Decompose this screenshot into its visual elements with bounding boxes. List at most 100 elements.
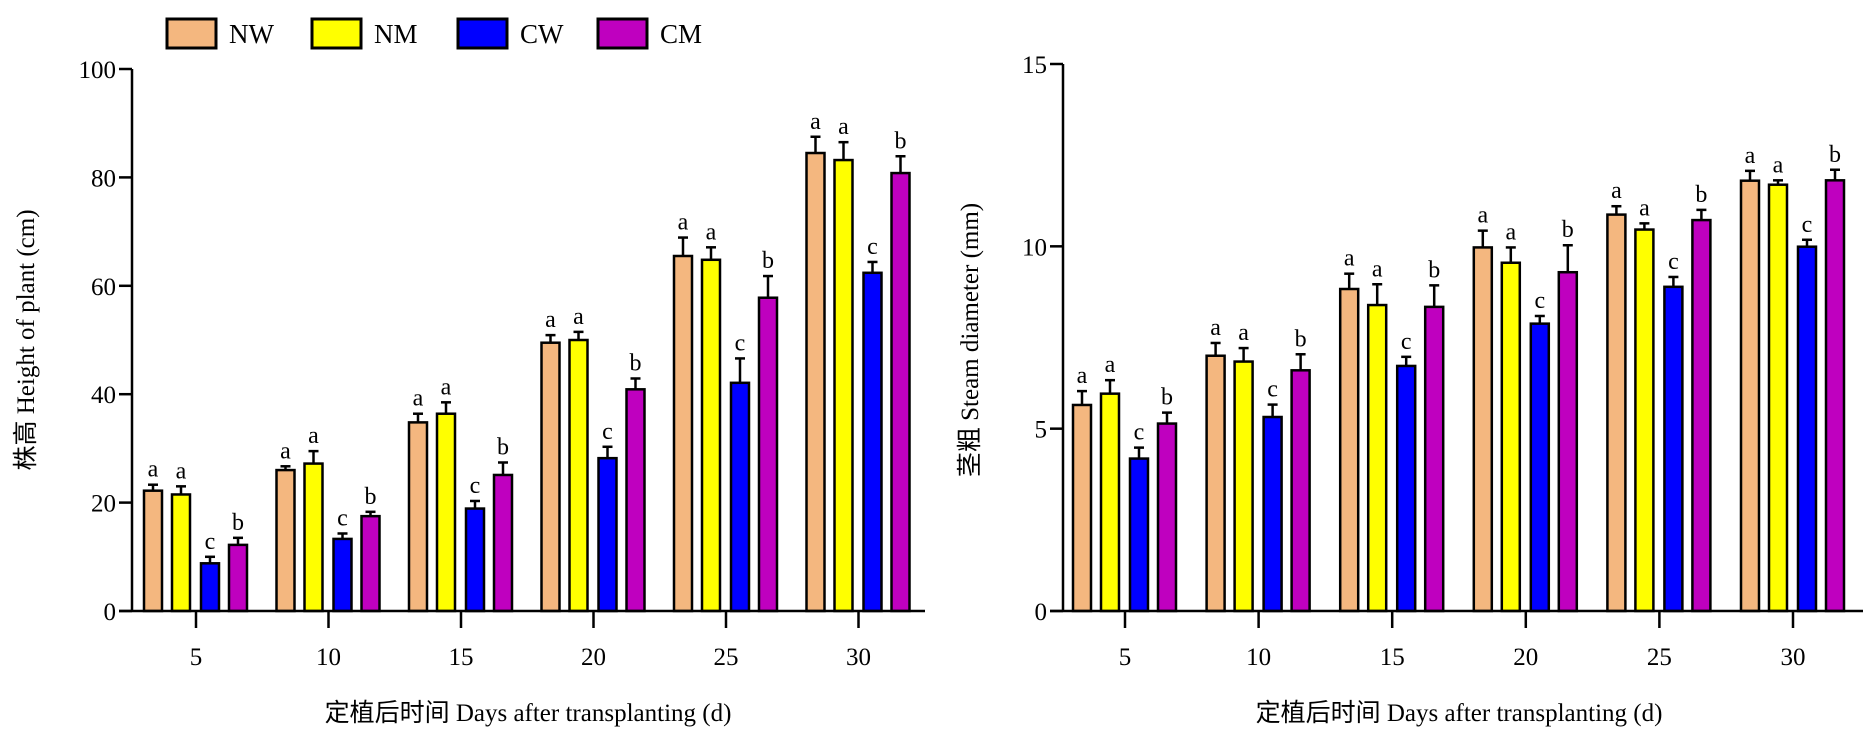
significance-letter: a xyxy=(1077,363,1088,389)
y-tick-label: 0 xyxy=(1035,599,1048,626)
y-tick-label: 10 xyxy=(1022,234,1047,261)
bar-cm xyxy=(890,171,911,613)
significance-letter: b xyxy=(365,484,377,510)
bar-nw xyxy=(672,254,694,613)
significance-letter: a xyxy=(573,304,584,330)
bar-cm xyxy=(1557,270,1579,613)
legend-label-nm: NM xyxy=(374,19,418,49)
significance-letter: b xyxy=(1295,326,1307,352)
x-axis-label: 定植后时间 Days after transplanting (d) xyxy=(325,699,732,727)
x-tick-label: 5 xyxy=(190,644,203,671)
significance-letter: a xyxy=(1344,246,1355,272)
significance-letter: b xyxy=(497,434,509,460)
significance-letter: a xyxy=(1210,315,1221,341)
bar-cw xyxy=(1262,415,1283,613)
bar-nm xyxy=(700,258,722,613)
significance-letter: a xyxy=(1773,152,1784,178)
significance-letter: c xyxy=(735,330,746,356)
legend-swatch-nw xyxy=(165,17,218,50)
bar-nm xyxy=(170,493,192,613)
significance-letter: c xyxy=(867,234,878,260)
significance-letter: a xyxy=(1238,320,1249,346)
x-tick-label: 25 xyxy=(1647,644,1672,671)
y-tick-label: 5 xyxy=(1035,417,1048,444)
y-tick-label: 0 xyxy=(104,599,117,626)
bar-cw xyxy=(1796,245,1818,613)
x-tick-label: 20 xyxy=(581,644,606,671)
significance-letter: c xyxy=(337,505,348,531)
significance-letter: a xyxy=(706,219,717,245)
significance-letter: a xyxy=(1745,143,1756,169)
bar-nm xyxy=(1366,303,1388,613)
bar-cm xyxy=(360,514,381,613)
bar-cm xyxy=(1824,179,1846,613)
bar-nw xyxy=(275,468,296,613)
y-tick-label: 100 xyxy=(79,57,117,84)
significance-letter: c xyxy=(1267,377,1278,403)
bar-cm xyxy=(1156,422,1178,613)
significance-letter: b xyxy=(762,248,774,274)
significance-letter: b xyxy=(232,510,244,536)
x-tick-label: 10 xyxy=(316,644,341,671)
legend-label-cm: CM xyxy=(660,19,702,49)
bar-cm xyxy=(1691,218,1712,613)
significance-letter: c xyxy=(602,419,613,445)
significance-letter: b xyxy=(1695,182,1707,208)
x-tick-label: 15 xyxy=(449,644,474,671)
bar-nm xyxy=(1634,228,1655,613)
y-tick-label: 80 xyxy=(91,165,116,192)
bar-cw xyxy=(199,562,221,613)
significance-letter: a xyxy=(1505,219,1516,245)
significance-letter: b xyxy=(630,350,642,376)
bar-nm xyxy=(435,412,457,613)
x-axis-label: 定植后时间 Days after transplanting (d) xyxy=(1256,699,1663,727)
significance-letter: c xyxy=(1668,249,1679,275)
bar-cw xyxy=(729,381,751,613)
significance-letter: a xyxy=(413,386,424,412)
bar-nw xyxy=(407,421,429,613)
bar-nw xyxy=(1606,213,1627,613)
x-tick-label: 20 xyxy=(1513,644,1538,671)
significance-letter: b xyxy=(895,128,907,154)
significance-letter: a xyxy=(1105,352,1116,378)
bar-nw xyxy=(142,489,164,613)
bar-cw xyxy=(1529,322,1551,613)
x-tick-label: 15 xyxy=(1380,644,1405,671)
significance-letter: a xyxy=(148,457,159,483)
significance-letter: c xyxy=(1534,288,1545,314)
bar-nw xyxy=(1071,403,1093,613)
significance-letter: a xyxy=(1477,203,1488,229)
significance-letter: a xyxy=(810,109,821,135)
y-tick-label: 40 xyxy=(91,382,116,409)
legend-swatch-cm xyxy=(596,17,649,50)
plant-height-chart: 株高 Height of plant (cm) 定植后时间 Days after… xyxy=(12,57,925,727)
bar-nm xyxy=(1500,261,1522,613)
bar-nm xyxy=(303,462,324,613)
bar-nw xyxy=(1338,287,1360,613)
stem-diameter-chart: 茎粗 Steam diameter (mm) 定植后时间 Days after … xyxy=(956,52,1863,727)
bar-cw xyxy=(862,271,883,613)
y-tick-label: 20 xyxy=(91,491,116,518)
legend-label-nw: NW xyxy=(229,19,274,49)
bar-nw xyxy=(1205,354,1226,613)
bar-nm xyxy=(568,338,589,613)
bar-nm xyxy=(1099,392,1121,613)
significance-letter: c xyxy=(1802,212,1813,238)
bar-nm xyxy=(1767,183,1789,613)
significance-letter: a xyxy=(545,307,556,333)
y-axis-label: 茎粗 Steam diameter (mm) xyxy=(956,203,984,477)
significance-letter: a xyxy=(280,438,291,464)
significance-letter: a xyxy=(441,374,452,400)
bar-cm xyxy=(227,543,249,613)
significance-letter: b xyxy=(1161,385,1173,411)
significance-letter: a xyxy=(308,423,319,449)
y-axis-label: 株高 Height of plant (cm) xyxy=(12,209,40,470)
bar-nm xyxy=(833,158,854,613)
bar-cm xyxy=(492,473,514,613)
bar-nw xyxy=(540,341,561,613)
x-tick-label: 10 xyxy=(1246,644,1271,671)
bar-cw xyxy=(464,507,486,613)
x-tick-label: 30 xyxy=(1781,644,1806,671)
x-tick-label: 5 xyxy=(1119,644,1132,671)
